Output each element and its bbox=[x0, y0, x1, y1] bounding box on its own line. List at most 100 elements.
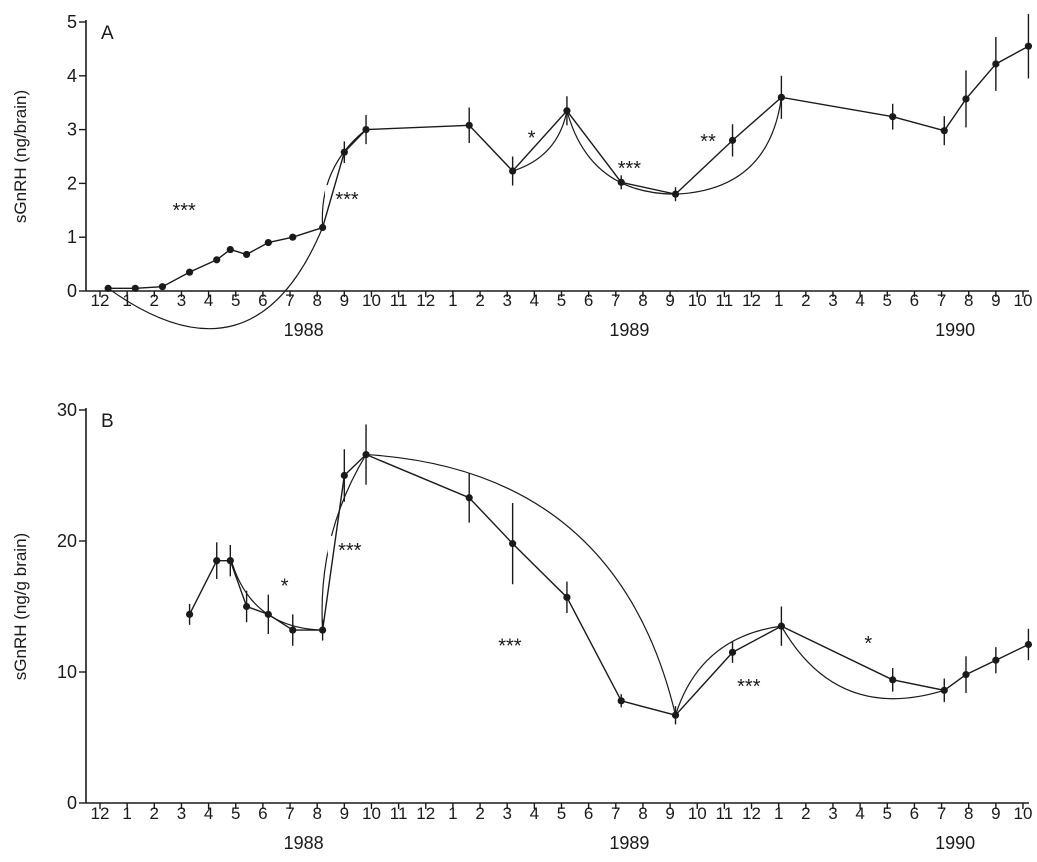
y-tick-label: 1 bbox=[67, 227, 77, 247]
data-point bbox=[563, 107, 571, 115]
data-point bbox=[671, 711, 680, 719]
y-tick-label: 0 bbox=[67, 281, 77, 301]
x-tick-label: 1 bbox=[448, 804, 457, 823]
data-point bbox=[465, 494, 473, 502]
x-tick-label: 8 bbox=[964, 804, 973, 823]
x-tick-label: 11 bbox=[716, 291, 734, 310]
data-point bbox=[889, 113, 897, 121]
data-point bbox=[264, 610, 272, 618]
significance-label-bg bbox=[686, 127, 731, 146]
x-tick-label: 12 bbox=[742, 291, 761, 310]
data-point bbox=[992, 656, 1000, 664]
x-tick-label: 6 bbox=[910, 804, 919, 823]
x-tick-label: 2 bbox=[475, 291, 484, 310]
data-point bbox=[226, 557, 234, 565]
y-tick-label: 0 bbox=[67, 793, 77, 813]
data-point bbox=[962, 95, 970, 103]
x-tick-label: 8 bbox=[638, 291, 647, 310]
x-tick-label: 10 bbox=[362, 804, 381, 823]
year-label: 1988 bbox=[284, 320, 324, 340]
x-tick-label: 10 bbox=[1014, 291, 1033, 310]
data-point bbox=[940, 127, 948, 135]
x-tick-label: 9 bbox=[991, 291, 1000, 310]
x-tick-label: 4 bbox=[855, 291, 864, 310]
significance-arc bbox=[566, 110, 676, 195]
x-tick-label: 6 bbox=[258, 804, 267, 823]
x-tick-label: 3 bbox=[502, 291, 511, 310]
y-tick-label: 10 bbox=[57, 662, 77, 682]
data-point bbox=[1024, 42, 1033, 50]
data-point bbox=[777, 93, 785, 101]
x-tick-label: 2 bbox=[801, 291, 810, 310]
significance-label-bg bbox=[487, 631, 532, 650]
data-point bbox=[777, 622, 785, 630]
x-tick-label: 5 bbox=[231, 804, 240, 823]
x-tick-label: 4 bbox=[204, 804, 213, 823]
x-tick-label: 2 bbox=[475, 804, 484, 823]
significance-label: *** bbox=[737, 676, 761, 698]
data-point bbox=[563, 593, 571, 601]
data-point bbox=[158, 283, 167, 291]
x-tick-label: 2 bbox=[150, 804, 159, 823]
significance-arc bbox=[674, 625, 782, 716]
y-axis-title: sGnRH (ng/brain) bbox=[11, 90, 30, 223]
x-tick-label: 10 bbox=[1014, 804, 1033, 823]
data-point bbox=[509, 540, 517, 548]
x-tick-label: 3 bbox=[177, 804, 186, 823]
data-point bbox=[362, 450, 370, 459]
x-tick-label: 5 bbox=[883, 291, 892, 310]
significance-arc bbox=[366, 453, 677, 716]
x-tick-label: 12 bbox=[91, 804, 110, 823]
significance-label-bg bbox=[327, 535, 372, 554]
data-point bbox=[509, 167, 517, 175]
x-tick-label: 11 bbox=[390, 291, 408, 310]
significance-arc bbox=[229, 556, 323, 631]
x-tick-label: 2 bbox=[150, 291, 159, 310]
significance-label: * bbox=[528, 127, 536, 149]
x-tick-label: 4 bbox=[855, 804, 864, 823]
x-tick-label: 9 bbox=[991, 804, 1000, 823]
y-tick-label: 3 bbox=[67, 120, 77, 140]
x-tick-label: 3 bbox=[828, 804, 837, 823]
x-tick-label: 4 bbox=[530, 804, 539, 823]
significance-arc bbox=[675, 97, 782, 195]
year-label: 1990 bbox=[935, 833, 975, 853]
x-tick-label: 4 bbox=[530, 291, 539, 310]
significance-label-bg bbox=[726, 672, 771, 691]
y-tick-label: 20 bbox=[57, 531, 77, 551]
x-tick-label: 7 bbox=[937, 804, 946, 823]
data-point bbox=[242, 602, 251, 611]
data-point bbox=[340, 471, 348, 480]
x-tick-label: 9 bbox=[340, 291, 349, 310]
data-point bbox=[465, 121, 473, 129]
series-line bbox=[188, 453, 1029, 717]
significance-label-bg bbox=[607, 153, 652, 172]
x-tick-label: 7 bbox=[611, 291, 620, 310]
x-tick-label: 7 bbox=[285, 804, 294, 823]
data-point bbox=[131, 284, 139, 292]
x-tick-label: 11 bbox=[716, 804, 734, 823]
x-tick-label: 6 bbox=[910, 291, 919, 310]
x-tick-label: 5 bbox=[557, 291, 566, 310]
data-point bbox=[617, 697, 625, 705]
x-tick-label: 6 bbox=[584, 291, 593, 310]
data-point bbox=[242, 250, 251, 259]
year-label: 1989 bbox=[609, 833, 649, 853]
x-tick-label: 10 bbox=[688, 804, 707, 823]
x-tick-label: 8 bbox=[312, 291, 321, 310]
data-point bbox=[213, 256, 221, 264]
data-point bbox=[728, 648, 737, 656]
x-tick-label: 11 bbox=[390, 804, 408, 823]
y-tick-label: 4 bbox=[67, 66, 77, 86]
y-axis-title: sGnRH (ng/g brain) bbox=[11, 533, 30, 680]
year-label: 1990 bbox=[935, 320, 975, 340]
data-point bbox=[319, 223, 327, 232]
data-point bbox=[1024, 640, 1033, 649]
data-point bbox=[362, 126, 370, 134]
data-point bbox=[104, 284, 112, 292]
significance-label-bg bbox=[846, 628, 891, 647]
x-tick-label: 1 bbox=[774, 291, 783, 310]
significance-arc bbox=[512, 110, 568, 172]
